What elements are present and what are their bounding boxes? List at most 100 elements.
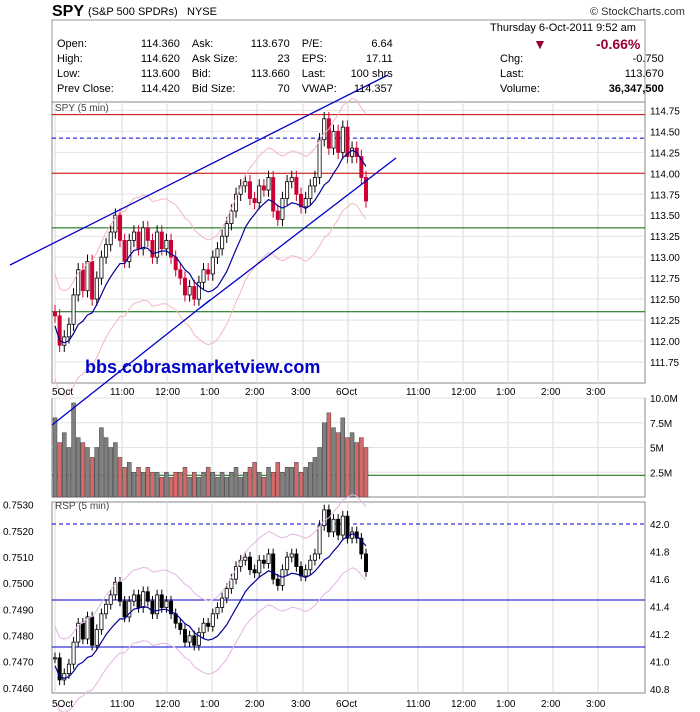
quote-value: 113.670 xyxy=(250,38,290,50)
volume-bar xyxy=(354,442,359,498)
lower-trendline-extension xyxy=(51,299,211,426)
stat-value: 36,347,500 xyxy=(608,83,664,95)
rsp-candle-body xyxy=(359,537,364,555)
price-candle-body xyxy=(122,240,127,262)
price-candle-body xyxy=(196,281,201,300)
volume-bar xyxy=(196,476,202,498)
price-candle-body xyxy=(127,240,132,262)
time-tick-label: 3:00 xyxy=(586,387,606,398)
volume-bar xyxy=(326,412,332,498)
volume-bar xyxy=(187,476,192,498)
rsp-candle-body xyxy=(178,622,183,630)
volume-bar xyxy=(159,476,165,498)
price-tick-label: 112.25 xyxy=(650,316,680,327)
quote-label: Open: xyxy=(57,38,87,50)
quote-row: Prev Close: 114.420 Bid Size: 70 VWAP: 1… xyxy=(55,82,403,97)
quote-value: 114.620 xyxy=(140,53,180,65)
time-tick-label: 5Oct xyxy=(52,387,73,398)
rsp-candle-body xyxy=(76,622,81,643)
quote-value: 100 shrs xyxy=(350,68,393,80)
volume-bar xyxy=(252,462,257,498)
quote-value: 70 xyxy=(277,83,290,95)
price-candle-body xyxy=(257,185,262,204)
rsp-tick-label: 0.7510 xyxy=(3,553,34,564)
quote-label: Bid Size: xyxy=(191,83,236,95)
price-candle-body xyxy=(299,193,304,208)
rsp-candle-body xyxy=(285,556,290,571)
volume-bar xyxy=(280,472,285,498)
rsp-candle-body xyxy=(169,600,174,615)
time-tick-label: 11:00 xyxy=(110,699,135,710)
price-candle-body xyxy=(66,323,71,338)
volume-tick-label: 5M xyxy=(650,444,664,455)
time-tick-label: 11:00 xyxy=(110,387,135,398)
rsp-right-tick-label: 41.2 xyxy=(650,630,670,641)
volume-bar xyxy=(289,467,294,498)
rsp-panel-title: RSP (5 min) xyxy=(55,501,109,512)
price-candle-body xyxy=(182,277,187,296)
stats-table: Chg: -0.750 Last: 113.670 Volume: 36,347,50… xyxy=(498,52,666,97)
volume-bar xyxy=(178,472,183,498)
rsp-candle-body xyxy=(326,509,331,533)
price-candle-body xyxy=(117,214,122,241)
price-candle-body xyxy=(136,231,141,250)
lower-trendline xyxy=(199,157,397,309)
price-candle-body xyxy=(280,198,285,220)
price-candle-body xyxy=(234,193,239,212)
price-tick-label: 114.50 xyxy=(650,127,680,138)
price-candle-body xyxy=(252,198,257,204)
price-candle-body xyxy=(113,214,118,233)
quote-label: Last: xyxy=(301,68,326,80)
price-candle-body xyxy=(215,248,220,258)
time-tick-label: 3:00 xyxy=(586,699,606,710)
rsp-candle-body xyxy=(80,622,85,640)
volume-bar xyxy=(85,447,90,498)
volume-bar xyxy=(52,417,58,498)
rsp-candle-body xyxy=(164,600,169,608)
volume-bar xyxy=(215,476,220,498)
rsp-candle-body xyxy=(90,616,95,646)
time-tick-label: 12:00 xyxy=(451,699,476,710)
rsp-right-tick-label: 41.8 xyxy=(650,548,670,559)
rsp-candle-body xyxy=(294,553,299,567)
time-tick-label: 1:00 xyxy=(496,387,516,398)
watermark: bbs.cobrasmarketview.com xyxy=(85,357,321,377)
volume-bar xyxy=(243,472,248,498)
volume-bar xyxy=(331,427,336,498)
price-candle-body xyxy=(187,286,192,296)
volume-bar xyxy=(238,476,243,498)
rsp-candle-body xyxy=(108,594,113,605)
time-tick-label: 2:00 xyxy=(245,387,265,398)
rsp-candle-body xyxy=(192,635,197,646)
rsp-moving-average xyxy=(54,533,367,679)
price-candle-body xyxy=(57,315,62,346)
price-candle-body xyxy=(247,181,252,199)
quote-row: High: 114.620 Ask Size: 23 EPS: 17.11 xyxy=(55,52,403,67)
rsp-candle-body xyxy=(122,600,127,618)
volume-bar xyxy=(113,442,118,498)
rsp-candle-body xyxy=(145,591,150,602)
price-candle-body xyxy=(322,118,327,141)
price-candle-body xyxy=(155,231,160,258)
price-candle-body xyxy=(90,260,95,300)
price-candle-body xyxy=(266,177,271,191)
rsp-candle-body xyxy=(94,629,99,646)
rsp-candle-body xyxy=(336,518,341,536)
price-candle-body xyxy=(285,181,290,199)
quote-row: Low: 113.600 Bid: 113.660 Last: 100 shrs xyxy=(55,67,403,82)
rsp-candle-body xyxy=(85,616,90,640)
rsp-candle-body xyxy=(271,553,276,580)
volume-bar xyxy=(117,457,123,498)
price-candle-body xyxy=(108,231,113,245)
time-tick-label: 2:00 xyxy=(245,699,265,710)
volume-bar xyxy=(229,472,234,498)
rsp-tick-label: 0.7530 xyxy=(3,501,34,512)
rsp-candle-body xyxy=(308,559,313,571)
volume-bar xyxy=(192,472,197,498)
price-candle-body xyxy=(312,177,317,187)
volume-bar xyxy=(122,467,127,498)
quote-label: P/E: xyxy=(301,38,323,50)
stat-value: -0.750 xyxy=(632,53,664,65)
volume-bar xyxy=(205,467,211,498)
price-candle-body xyxy=(275,210,280,220)
